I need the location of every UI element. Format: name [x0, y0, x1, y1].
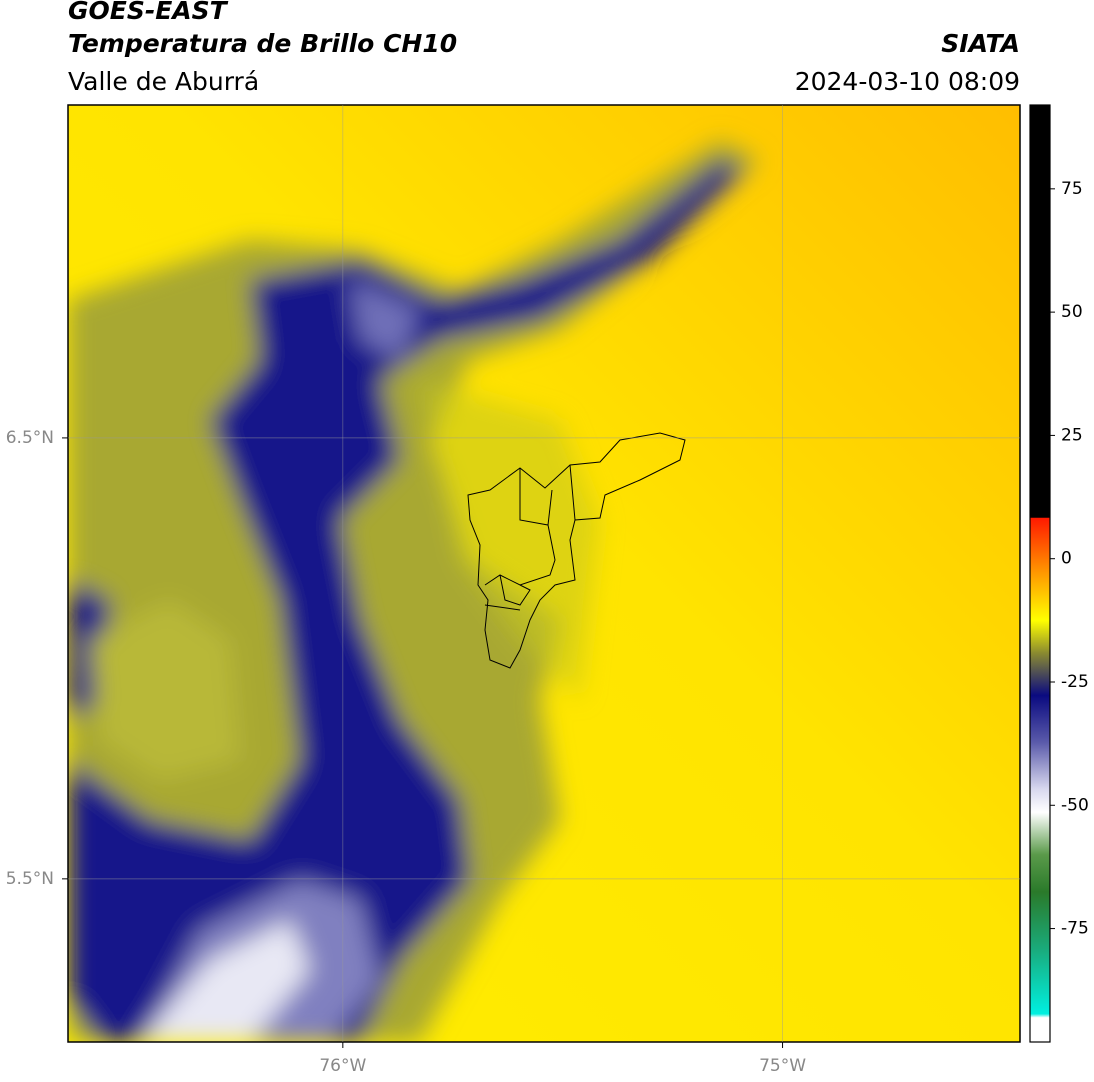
colorbar-tick-label: 50 — [1061, 302, 1083, 322]
colorbar-tick-label: 25 — [1061, 425, 1083, 445]
map-frame — [67, 104, 1021, 1043]
colorbar-tick-label: -75 — [1061, 919, 1089, 939]
satellite-image — [68, 105, 1020, 1042]
x-tick-label: 76°W — [319, 1056, 366, 1076]
product-title: Temperatura de Brillo CH10 — [68, 29, 457, 58]
x-tick-label: 75°W — [759, 1056, 806, 1076]
colorbar-tick-label: -25 — [1061, 672, 1089, 692]
colorbar-tick-label: 0 — [1061, 549, 1072, 569]
colorbar — [1029, 104, 1051, 1043]
colorbar-tick-label: 75 — [1061, 179, 1083, 199]
region-title: Valle de Aburrá — [68, 67, 259, 96]
colorbar-tick-label: -50 — [1061, 795, 1089, 815]
datetime-title: 2024-03-10 08:09 — [795, 67, 1020, 96]
valle-aburra-outline — [467, 432, 686, 669]
y-tick-label: 6.5°N — [6, 428, 54, 448]
satellite-title: GOES-EAST — [68, 0, 229, 25]
y-tick-label: 5.5°N — [6, 869, 54, 889]
agency-title: SIATA — [941, 29, 1020, 58]
